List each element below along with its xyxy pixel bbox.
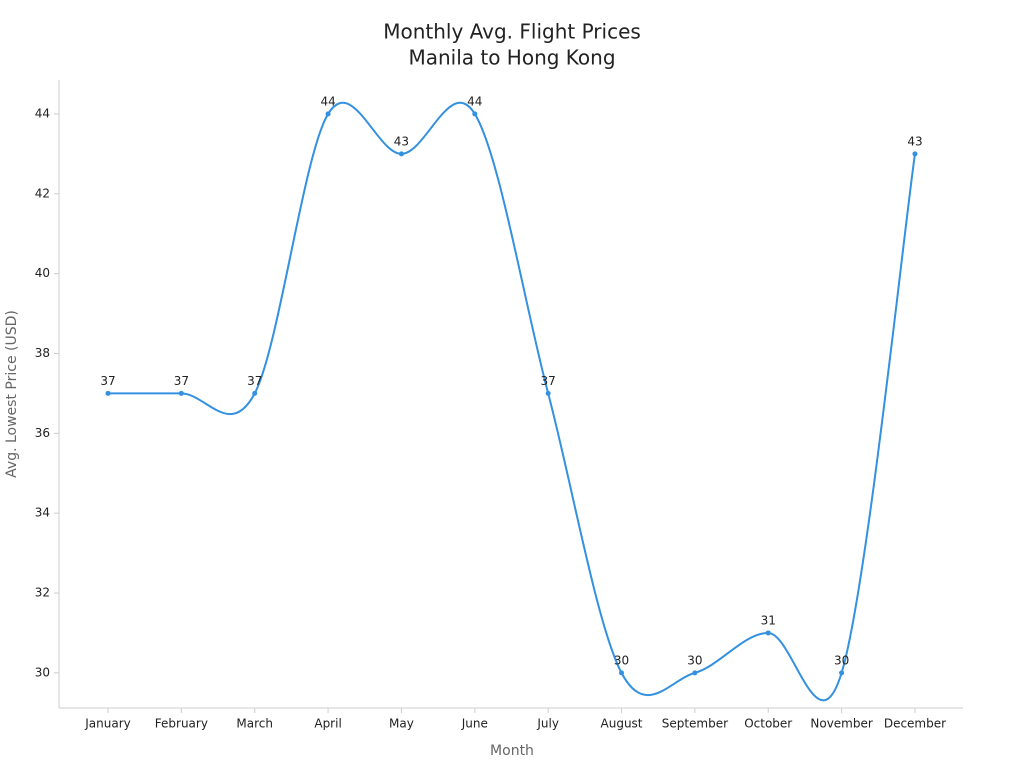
value-label: 43 xyxy=(394,134,409,148)
point xyxy=(105,390,111,396)
x-axis-label: Month xyxy=(490,743,534,759)
x-tick-label: April xyxy=(314,717,341,731)
chart-subtitle: Manila to Hong Kong xyxy=(408,46,615,70)
value-label: 30 xyxy=(614,653,629,667)
point xyxy=(178,390,184,396)
y-tick-label: 42 xyxy=(35,186,50,200)
x-tick-label: July xyxy=(536,717,559,731)
value-label: 37 xyxy=(174,374,189,388)
point xyxy=(839,670,845,676)
point xyxy=(692,670,698,676)
point xyxy=(472,111,478,117)
value-label: 37 xyxy=(247,374,262,388)
value-label: 31 xyxy=(761,613,776,627)
x-tick-label: November xyxy=(810,717,872,731)
value-label: 43 xyxy=(907,134,922,148)
y-tick-label: 30 xyxy=(35,665,50,679)
x-tick-label: March xyxy=(236,717,273,731)
x-tick-label: June xyxy=(461,717,488,731)
value-label: 30 xyxy=(834,653,849,667)
y-axis-label: Avg. Lowest Price (USD) xyxy=(4,310,20,478)
x-tick-label: February xyxy=(155,717,208,731)
x-tick-label: August xyxy=(601,717,643,731)
y-tick-label: 34 xyxy=(35,506,50,520)
chart-title: Monthly Avg. Flight Prices xyxy=(383,20,641,44)
y-tick-label: 40 xyxy=(35,266,50,280)
value-label: 30 xyxy=(687,653,702,667)
x-tick-label: May xyxy=(389,717,414,731)
y-tick-label: 44 xyxy=(35,106,50,120)
value-label: 37 xyxy=(100,374,115,388)
point xyxy=(619,670,625,676)
value-label: 37 xyxy=(541,374,556,388)
y-tick-label: 36 xyxy=(35,426,50,440)
point xyxy=(325,111,331,117)
x-tick-label: October xyxy=(744,717,792,731)
y-tick-label: 32 xyxy=(35,586,50,600)
point xyxy=(398,151,404,157)
y-tick-label: 38 xyxy=(35,346,50,360)
point xyxy=(765,630,771,636)
point xyxy=(545,390,551,396)
value-label: 44 xyxy=(467,94,482,108)
point xyxy=(252,390,258,396)
point xyxy=(912,151,918,157)
value-label: 44 xyxy=(320,94,335,108)
x-tick-label: January xyxy=(84,717,131,731)
x-tick-label: September xyxy=(662,717,728,731)
x-tick-label: December xyxy=(884,717,946,731)
line xyxy=(108,101,916,702)
